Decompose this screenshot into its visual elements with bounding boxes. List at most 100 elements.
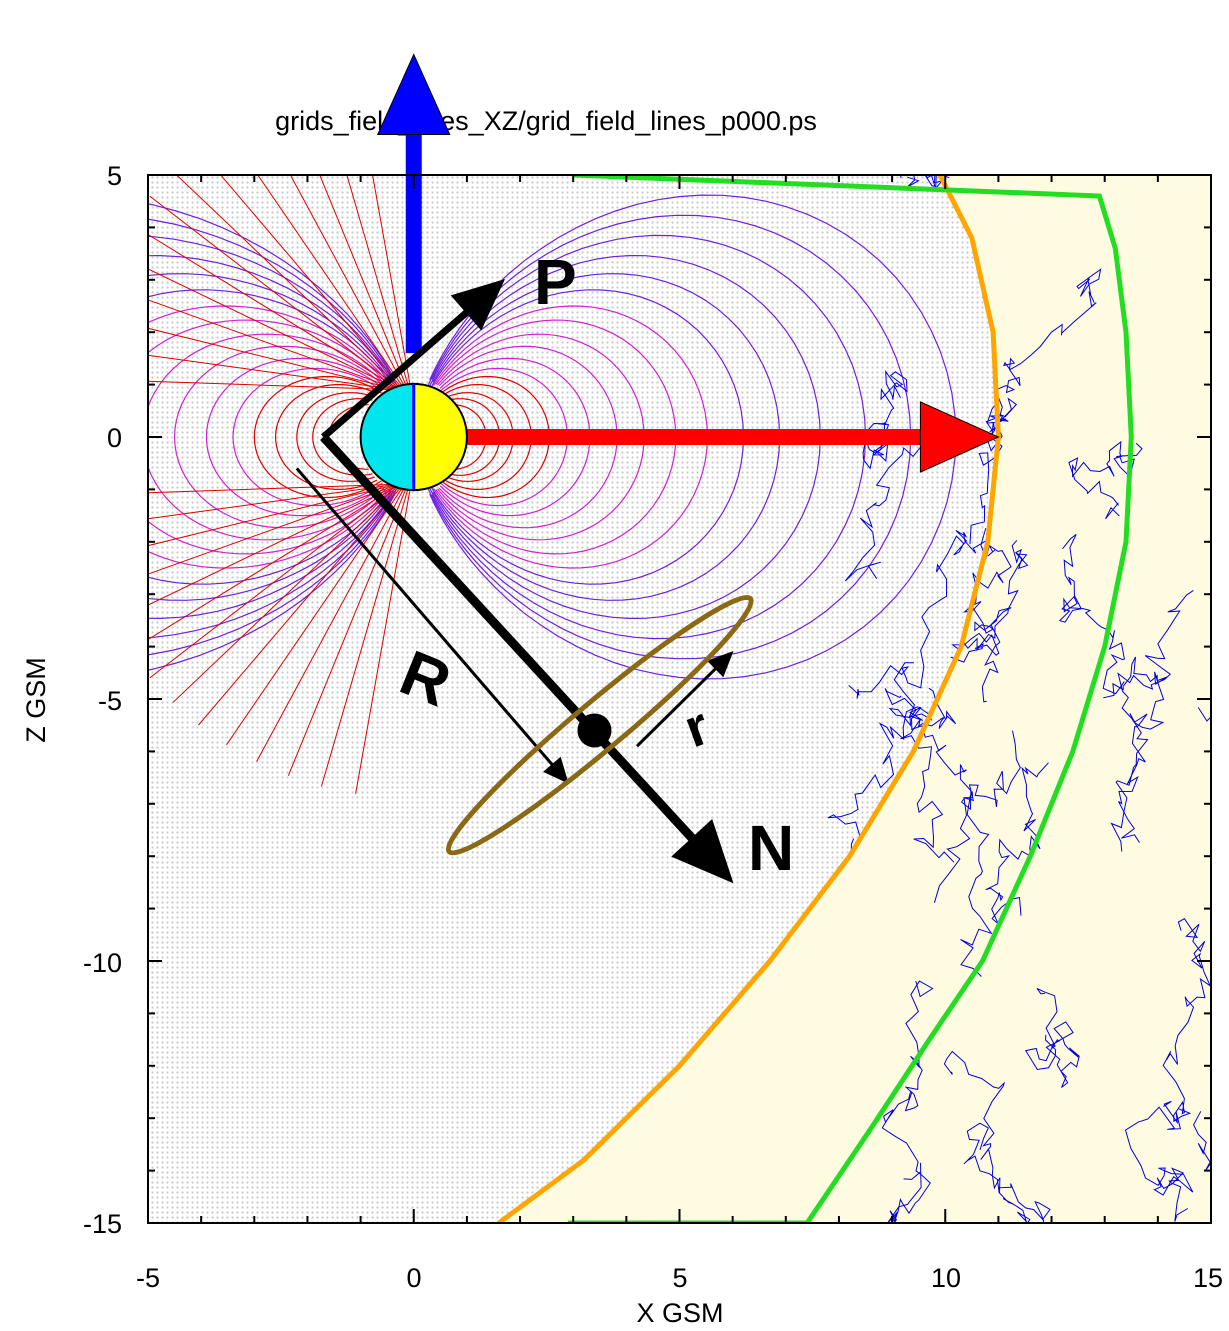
cusp-field-line [175,175,403,391]
x-axis-label: X GSM [636,1298,723,1328]
cusp-field-line [198,483,404,726]
field-line [173,345,385,529]
y-tick-label: 5 [107,161,122,191]
bow-shock-boundary [567,175,1134,1223]
field-line [148,273,392,601]
x-tick-label: 10 [931,1263,961,1293]
x-tick-label: 15 [1193,1263,1223,1293]
solar-wind-field-line [1058,534,1125,695]
field-line [148,305,391,569]
cusp-field-line [148,354,399,391]
solar-wind-field-line [888,662,972,903]
cusp-field-line [148,483,399,575]
n-vector-shaft [320,433,696,842]
solar-wind-field-line [1162,918,1211,1123]
cusp-field-line [148,483,400,606]
chart-title: grids_field_lines_XZ/grid_field_lines_p0… [275,106,817,136]
field-line [148,319,389,555]
n-vector-head [671,819,734,884]
solar-wind-field-line [900,175,950,190]
cusp-field-line [256,483,407,762]
r-vector-large-head [543,756,569,784]
cusp-field-line [172,483,403,703]
vector-overlay [295,53,1000,884]
cusp-field-line [148,299,399,391]
solar-wind-field-line [985,268,1102,431]
cusp-field-line [257,175,406,391]
cusp-field-line [148,483,399,547]
cusp-field-line [355,484,412,794]
cusp-field-line [148,268,400,391]
cusp-field-line [372,175,412,390]
solar-wind-field-line [827,688,933,851]
ring-center-point [577,713,612,748]
cusp-field-line [149,195,402,391]
z-axis-arrow-head [376,53,451,135]
field-line [148,203,396,671]
solar-wind-field-line [943,1050,1051,1223]
solar-wind-field-line [950,540,1029,663]
magnetopause-boundary [497,175,1001,1223]
cusp-field-line [148,327,399,391]
cusp-field-line [319,175,409,391]
field-line [296,392,375,482]
y-tick-label: -10 [83,948,122,978]
solar-wind-field-line [963,1122,1031,1223]
vector-label-p: P [534,246,577,318]
cusp-field-line [148,483,398,494]
solar-wind-field-line [985,762,1049,925]
field-line [205,357,384,517]
p-vector-head [450,279,506,331]
x-tick-label: 0 [406,1263,421,1293]
cusp-field-line [148,380,398,391]
solar-wind-field-line [963,527,1012,703]
solar-wind-field-line [900,687,957,863]
cusp-field-line [148,483,399,520]
cusp-field-line [289,175,407,391]
field-line [253,375,382,499]
r-vector-small-shaft [635,667,717,748]
r-vector-small-head [707,650,734,678]
field-line [148,254,396,620]
plot-area [148,175,1211,1223]
y-axis-label: Z GSM [21,657,51,743]
y-tick-label: -15 [83,1209,122,1239]
cusp-field-line [149,483,402,679]
solar-wind-field-line [1117,589,1194,843]
solar-wind-field-line [881,980,934,1223]
r-vector-large-shaft [295,467,554,766]
field-line [312,398,373,476]
cusp-field-line [148,233,401,391]
field-line [148,218,398,656]
field-line [232,367,383,507]
y-tick-label: 0 [107,423,122,453]
field-lines [148,175,1211,1223]
field-line [148,235,394,639]
solar-wind-field-line [960,730,1021,977]
vector-label-n: N [748,812,794,884]
x-tick-label: 5 [672,1263,687,1293]
x-tick-label: -5 [136,1263,160,1293]
x-axis-arrow-head [919,401,1000,473]
solar-wind-field-line [1024,988,1080,1088]
cusp-field-line [320,484,410,787]
cusp-field-line [219,175,404,391]
solar-wind-field-line [1068,440,1143,520]
cusp-field-line [346,175,410,390]
cusp-field-line [226,483,406,746]
field-line [148,289,394,585]
earth-day-side [412,382,468,492]
cusp-field-line [148,483,401,641]
solar-wind-field-line [1193,1111,1211,1172]
field-line [274,384,378,490]
solar-wind-field-line [1124,1100,1194,1222]
cusp-field-line [287,483,409,776]
solar-wind-field-line [1103,656,1168,852]
solar-wind-field-line [886,1162,922,1223]
field-line [148,333,387,541]
current-ring [445,594,754,856]
y-tick-label: -5 [98,686,122,716]
earth-night-side [359,382,415,492]
solar-wind-field-line [848,529,996,699]
